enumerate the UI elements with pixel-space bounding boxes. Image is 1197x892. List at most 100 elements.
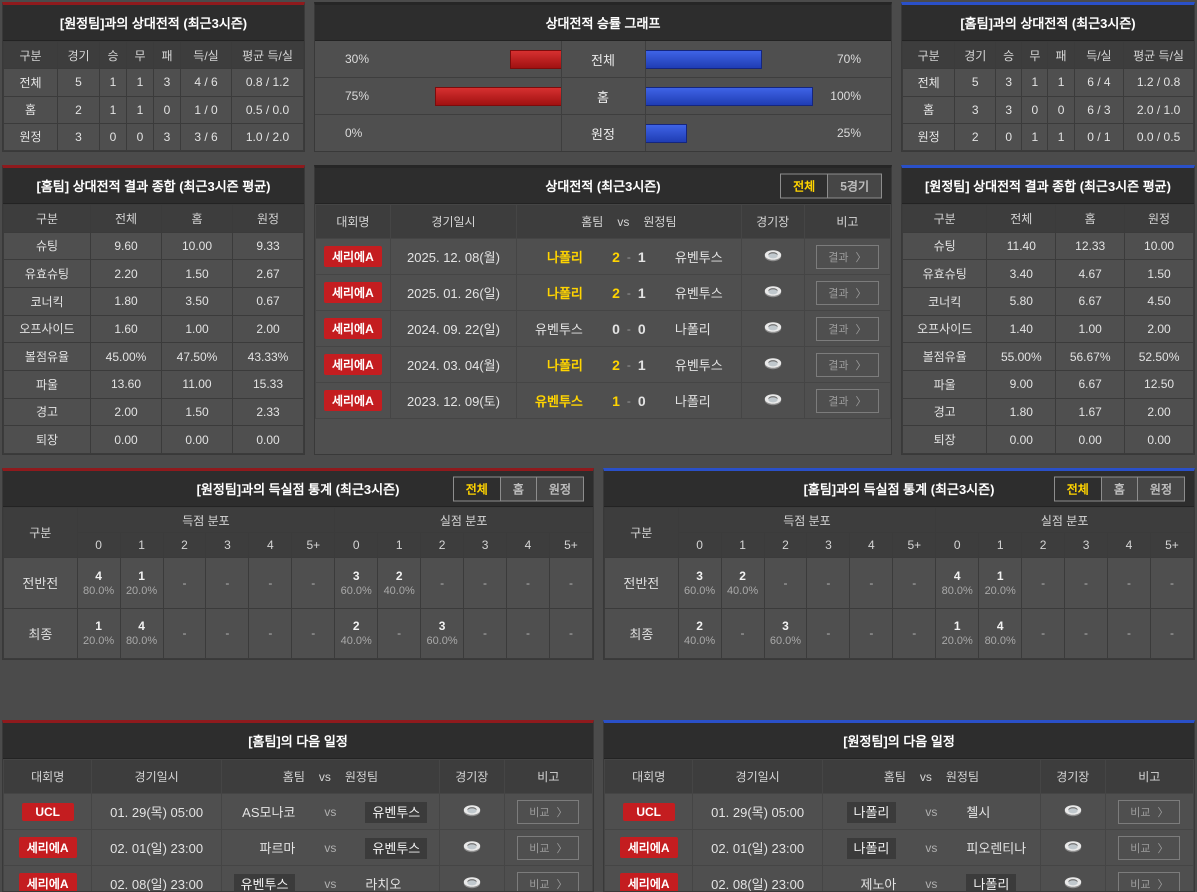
group-header: 실점 분포: [334, 507, 593, 533]
stadium-icon[interactable]: [1063, 803, 1083, 818]
tab-5games[interactable]: 5경기: [827, 174, 881, 197]
compare-button[interactable]: 비교 〉: [517, 799, 580, 824]
tab-all[interactable]: 전체: [1054, 477, 1101, 500]
away-team: 유벤투스: [365, 802, 428, 823]
panel-home-result-summary: [홈팀] 상대전적 결과 종합 (최근3시즌 평균) 구분 전체 홈 원정 슈팅 9.60…: [2, 165, 305, 455]
row-label: 퇴장: [3, 425, 91, 454]
row-label: 슈팅: [3, 231, 91, 261]
right-percent-label: 70%: [836, 52, 861, 66]
table-cell: 1.50: [1124, 259, 1194, 288]
table-cell: 1: [1047, 122, 1075, 151]
bin-header: 1: [720, 532, 765, 558]
panel-title: [홈팀]의 다음 일정: [3, 723, 593, 759]
right-percent-label: 100%: [830, 89, 861, 103]
table-row: 경고 1.80 1.67 2.00: [902, 397, 1194, 427]
note-cell: 비교 〉: [503, 865, 593, 891]
goal-stats-table: 구분 득점 분포 실점 분포 0 1 2 3 4 5+ 0 1 2 3 4 5+ 전반전 3 60.0% 2 40.0…: [604, 507, 1194, 659]
empty-dash: -: [1126, 575, 1131, 590]
panel-vs-home-record: [홈팀]과의 상대전적 (최근3시즌) 구분 경기 승 무 패 득/실 평균 득/실 전체 5 3…: [901, 2, 1195, 152]
column-header: 무: [126, 40, 154, 70]
result-button[interactable]: 결과 〉: [816, 280, 879, 305]
tab-away[interactable]: 원정: [1136, 477, 1184, 500]
tab-away[interactable]: 원정: [535, 477, 583, 500]
table-cell: 10.00: [1124, 231, 1194, 261]
stadium-icon[interactable]: [763, 356, 783, 371]
goal-percent: 20.0%: [984, 584, 1016, 597]
goal-count: 2: [696, 619, 703, 634]
chart-row: 30% 전체 70%: [315, 41, 891, 78]
tab-home[interactable]: 홈: [499, 477, 536, 500]
tab-home[interactable]: 홈: [1100, 477, 1137, 500]
stadium-icon[interactable]: [763, 320, 783, 335]
column-header-away: 원정팀: [643, 215, 677, 229]
column-header-vs: vs: [318, 770, 331, 784]
score: 1-0: [597, 393, 661, 409]
column-header: 득/실: [180, 40, 232, 70]
empty-dash: -: [568, 626, 573, 641]
column-header: 구분: [604, 507, 679, 558]
table-cell: 1: [1021, 122, 1049, 151]
league-badge: 세리에A: [323, 390, 382, 411]
chart-right-cell: 25%: [645, 115, 892, 151]
goal-stats-row: [원정팀]과의 득실점 통계 (최근3시즌) 전체 홈 원정 구분 득점 분포 실점…: [2, 468, 1195, 660]
header-row: 대회명 경기일시 홈팀 vs 원정팀 경기장 비고: [604, 759, 1194, 794]
result-button[interactable]: 결과 〉: [816, 316, 879, 341]
compare-button[interactable]: 비교 〉: [1118, 871, 1181, 891]
match-teams: 나폴리 vs 첼시: [825, 802, 1038, 823]
stadium-icon[interactable]: [763, 248, 783, 263]
table-cell: 0.00: [986, 425, 1057, 454]
tab-all[interactable]: 전체: [453, 477, 500, 500]
home-team-slot: 나폴리: [519, 355, 597, 374]
match-teams: 유벤투스 1-0 나폴리: [519, 391, 738, 410]
panel-title-text: 상대전적 승률 그래프: [545, 16, 661, 31]
score: 2-1: [597, 357, 661, 373]
match-cell: 나폴리 vs 피오렌티나: [821, 829, 1041, 866]
column-header-date: 경기일시: [91, 759, 222, 794]
home-team: 나폴리: [846, 838, 897, 859]
away-team: 나폴리: [674, 322, 711, 337]
compare-button[interactable]: 비교 〉: [1118, 799, 1181, 824]
away-team: 유벤투스: [674, 250, 723, 265]
stadium-icon[interactable]: [462, 839, 482, 854]
table-row: 전반전 4 80.0% 1 20.0% - - - -3 60.0% 2 40.0% - - - -: [3, 557, 593, 609]
home-team-slot: 나폴리: [519, 283, 597, 302]
h2h_list-table: 대회명 경기일시 홈팀 vs 원정팀 경기장 비고 세리에A 2025. 12. 08(월) 나폴…: [315, 204, 891, 419]
column-header: 승: [995, 40, 1023, 70]
row-label: 최종: [604, 607, 679, 659]
home-team-slot: 제노아: [825, 874, 910, 891]
result-button[interactable]: 결과 〉: [816, 352, 879, 377]
vs-label: vs: [925, 804, 938, 819]
stadium-icon[interactable]: [763, 392, 783, 407]
compare-button[interactable]: 비교 〉: [517, 835, 580, 860]
goal-count: 1: [138, 568, 145, 583]
column-header: 승: [99, 40, 127, 70]
table-cell: 0: [153, 95, 181, 124]
goal-cell: -: [849, 557, 894, 609]
result-button[interactable]: 결과 〉: [816, 244, 879, 269]
table-cell: 0.00: [161, 425, 233, 454]
stadium-icon[interactable]: [462, 875, 482, 890]
table-cell: 1.50: [161, 259, 233, 288]
goal-cell: -: [1021, 557, 1066, 609]
chart-row: 0% 원정 25%: [315, 115, 891, 151]
table-cell: 3: [57, 122, 100, 151]
table-cell: 2: [57, 95, 100, 124]
column-header: 구분: [3, 507, 78, 558]
goal-cell: -: [463, 557, 508, 609]
goal-cell: -: [1021, 607, 1066, 659]
row-label: 원정: [902, 122, 956, 151]
row-label: 볼점유율: [3, 342, 91, 371]
stadium-cell: [740, 382, 805, 419]
vs-label: vs: [925, 876, 938, 891]
note-cell: 비교 〉: [503, 829, 593, 866]
result-button[interactable]: 결과 〉: [816, 388, 879, 413]
tab-all[interactable]: 전체: [781, 174, 828, 197]
stadium-icon[interactable]: [1063, 875, 1083, 890]
stadium-icon[interactable]: [462, 803, 482, 818]
stadium-icon[interactable]: [1063, 839, 1083, 854]
compare-button[interactable]: 비교 〉: [517, 871, 580, 891]
header-row: 구분 득점 분포 실점 분포: [604, 507, 1194, 558]
compare-button[interactable]: 비교 〉: [1118, 835, 1181, 860]
away-team: 라치오: [365, 877, 402, 892]
stadium-icon[interactable]: [763, 284, 783, 299]
